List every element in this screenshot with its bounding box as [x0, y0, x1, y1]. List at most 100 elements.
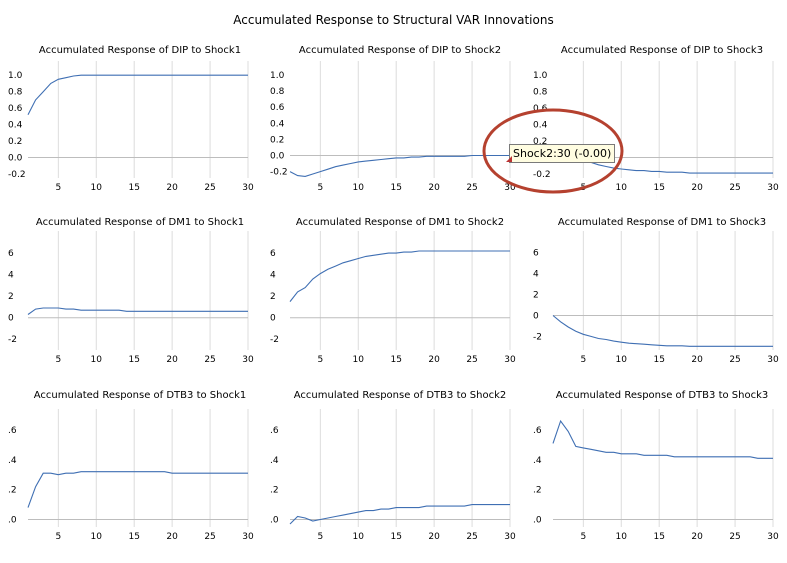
panel-title: Accumulated Response of DIP to Shock2: [299, 45, 501, 56]
x-tick-label: 10: [353, 183, 365, 193]
y-tick-label: 0: [8, 314, 14, 324]
x-tick-label: 20: [166, 183, 178, 193]
y-tick-label: 0: [270, 314, 276, 324]
x-tick-label: 5: [55, 355, 61, 365]
x-tick-label: 25: [204, 532, 215, 542]
y-tick-label: -2: [270, 335, 279, 345]
y-tick-label: 4: [533, 270, 539, 280]
y-tick-label: .0: [8, 516, 17, 526]
y-tick-label: 0.2: [270, 135, 284, 145]
x-tick-label: 25: [466, 183, 477, 193]
series-line: [27, 307, 248, 315]
y-tick-label: 4: [8, 271, 14, 281]
x-tick-label: 30: [242, 532, 254, 542]
y-tick-label: .6: [8, 426, 17, 436]
series-line: [552, 315, 773, 347]
y-tick-label: 6: [8, 249, 14, 259]
x-tick-label: 10: [353, 355, 365, 365]
x-tick-label: 15: [390, 532, 401, 542]
x-tick-label: 5: [317, 532, 323, 542]
y-tick-label: 2: [533, 291, 539, 301]
y-tick-label: .6: [533, 426, 542, 436]
panel-title: Accumulated Response of DM1 to Shock2: [296, 217, 504, 228]
page-title: Accumulated Response to Structural VAR I…: [233, 13, 554, 27]
y-tick-label: 1.0: [270, 71, 285, 81]
y-tick-label: .4: [270, 456, 279, 466]
y-tick-label: 0.8: [270, 87, 285, 97]
y-tick-label: 0.0: [8, 153, 23, 163]
y-tick-label: .4: [533, 456, 542, 466]
y-tick-label: 0.6: [270, 103, 285, 113]
y-tick-label: 6: [270, 249, 276, 259]
y-tick-label: .2: [8, 486, 17, 496]
y-tick-label: -0.2: [270, 168, 288, 178]
x-tick-label: 5: [317, 183, 323, 193]
series-line: [289, 154, 510, 177]
x-tick-label: 30: [767, 355, 779, 365]
panel-title: Accumulated Response of DM1 to Shock3: [558, 217, 766, 228]
x-tick-label: 20: [428, 183, 440, 193]
x-tick-label: 10: [91, 532, 103, 542]
x-tick-label: 15: [390, 183, 401, 193]
y-tick-label: 0.8: [533, 88, 548, 98]
x-tick-label: 15: [128, 183, 139, 193]
x-tick-label: 10: [616, 183, 628, 193]
y-tick-label: 0.4: [270, 119, 285, 129]
x-tick-label: 10: [616, 532, 628, 542]
x-tick-label: 25: [466, 532, 477, 542]
x-tick-label: 30: [242, 183, 254, 193]
y-tick-label: 1.0: [533, 71, 548, 81]
x-tick-label: 25: [729, 183, 740, 193]
y-tick-label: 6: [533, 249, 539, 259]
x-tick-label: 25: [204, 183, 215, 193]
x-tick-label: 5: [580, 532, 586, 542]
panel-title: Accumulated Response of DTB3 to Shock2: [294, 390, 507, 401]
x-tick-label: 30: [767, 183, 779, 193]
x-tick-label: 15: [653, 183, 664, 193]
x-tick-label: 20: [691, 532, 703, 542]
panel-title: Accumulated Response of DIP to Shock3: [561, 45, 763, 56]
y-tick-label: 0.0: [270, 151, 285, 161]
x-tick-label: 20: [691, 355, 703, 365]
x-tick-label: 15: [653, 355, 664, 365]
y-tick-label: 2: [270, 292, 276, 302]
x-tick-label: 25: [204, 355, 215, 365]
y-tick-label: -0.2: [533, 170, 551, 180]
x-tick-label: 15: [390, 355, 401, 365]
x-tick-label: 25: [729, 355, 740, 365]
x-tick-label: 20: [428, 532, 440, 542]
y-tick-label: -2: [533, 332, 542, 342]
y-tick-label: 0.4: [533, 121, 548, 131]
x-tick-label: 15: [653, 532, 664, 542]
tooltip-marker-icon: [506, 156, 512, 162]
y-tick-label: 0.2: [533, 137, 547, 147]
panel-title: Accumulated Response of DIP to Shock1: [39, 45, 241, 56]
x-tick-label: 30: [242, 355, 254, 365]
y-tick-label: 0.4: [8, 121, 23, 131]
panel-title: Accumulated Response of DTB3 to Shock1: [34, 390, 247, 401]
x-tick-label: 25: [729, 532, 740, 542]
y-tick-label: .2: [533, 486, 542, 496]
series-line: [27, 74, 248, 115]
y-tick-label: .6: [270, 426, 279, 436]
series-line: [27, 471, 248, 508]
x-tick-label: 25: [466, 355, 477, 365]
x-tick-label: 20: [166, 355, 178, 365]
panel-title: Accumulated Response of DM1 to Shock1: [36, 217, 244, 228]
y-tick-label: 0.2: [8, 137, 22, 147]
x-tick-label: 10: [91, 183, 103, 193]
x-tick-label: 5: [317, 355, 323, 365]
x-tick-label: 5: [580, 355, 586, 365]
series-line: [289, 250, 510, 302]
y-tick-label: -2: [8, 335, 17, 345]
y-tick-label: .0: [533, 516, 542, 526]
x-tick-label: 15: [128, 355, 139, 365]
panel-title: Accumulated Response of DTB3 to Shock3: [556, 390, 769, 401]
x-tick-label: 30: [767, 532, 779, 542]
y-tick-label: 1.0: [8, 71, 23, 81]
x-tick-label: 15: [128, 532, 139, 542]
x-tick-label: 20: [166, 532, 178, 542]
x-tick-label: 10: [353, 532, 365, 542]
series-line: [552, 419, 773, 459]
